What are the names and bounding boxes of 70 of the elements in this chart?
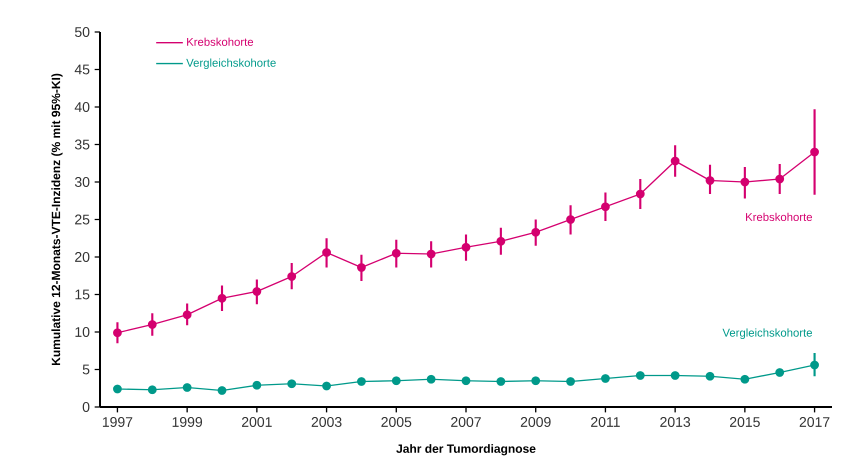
- point: [322, 382, 331, 390]
- annotation: Vergleichskohorte: [722, 328, 812, 339]
- y-tick-label: 40: [74, 102, 90, 112]
- point: [287, 272, 296, 281]
- point: [252, 380, 262, 390]
- point: [426, 250, 436, 258]
- point: [670, 156, 680, 166]
- point: [462, 376, 470, 386]
- point: [182, 383, 192, 392]
- point: [740, 374, 750, 384]
- point: [357, 263, 366, 272]
- point: [392, 248, 401, 258]
- legend-label: Vergleichskohorte: [186, 58, 276, 70]
- point: [287, 379, 296, 388]
- point: [496, 236, 506, 246]
- x-tick-label: 2011: [591, 417, 620, 427]
- point: [810, 148, 819, 156]
- point: [531, 228, 540, 237]
- point: [531, 376, 540, 386]
- y-tick-label: 35: [74, 140, 90, 150]
- point: [322, 248, 331, 257]
- y-tick-label: 5: [82, 364, 90, 374]
- y-tick-label: 30: [74, 177, 90, 187]
- x-tick-label: 1997: [102, 417, 132, 427]
- y-tick-label: 0: [82, 402, 90, 412]
- point: [706, 372, 714, 381]
- x-tick-label: 2015: [730, 417, 760, 427]
- point: [601, 374, 610, 383]
- point: [218, 386, 226, 395]
- x-axis-title: Jahr der Tumordiagnose: [396, 444, 536, 456]
- x-tick-label: 2003: [312, 417, 342, 427]
- point: [392, 376, 401, 386]
- point: [775, 174, 784, 184]
- x-tick-label: 2007: [451, 417, 481, 427]
- x-tick-label: 2017: [800, 417, 830, 427]
- point: [148, 320, 157, 329]
- point: [775, 368, 784, 377]
- point: [706, 176, 714, 185]
- annotation: Krebskohorte: [746, 212, 812, 222]
- point: [636, 371, 645, 380]
- point: [148, 385, 157, 394]
- point: [566, 215, 575, 224]
- point: [113, 328, 122, 338]
- point: [182, 310, 192, 320]
- y-tick-label: 20: [75, 252, 90, 262]
- point: [670, 371, 680, 380]
- point: [636, 190, 645, 198]
- x-tick-label: 2001: [242, 417, 272, 427]
- point: [357, 377, 366, 386]
- y-tick-label: 15: [75, 290, 90, 300]
- y-tick-label: 10: [75, 327, 90, 337]
- y-tick-label: 45: [74, 64, 90, 74]
- point: [810, 360, 819, 370]
- legend-label: Krebskohorte: [187, 38, 254, 46]
- x-tick-label: 2005: [381, 417, 412, 427]
- x-tick-label: 1999: [172, 417, 202, 427]
- point: [113, 384, 122, 394]
- point: [496, 377, 506, 386]
- point: [426, 374, 436, 384]
- x-tick-label: 2013: [660, 417, 690, 427]
- y-axis-title: Kumulative 12-Monats-VTE-Inzidenz (% mit 95%-KI): [51, 74, 63, 366]
- point: [566, 377, 575, 386]
- y-tick-label: 25: [75, 214, 90, 224]
- y-tick-label: 50: [74, 27, 90, 37]
- point: [252, 287, 262, 296]
- point: [462, 242, 470, 252]
- point: [601, 202, 610, 212]
- x-tick-label: 2009: [520, 417, 551, 427]
- point: [740, 178, 750, 186]
- point: [218, 294, 226, 303]
